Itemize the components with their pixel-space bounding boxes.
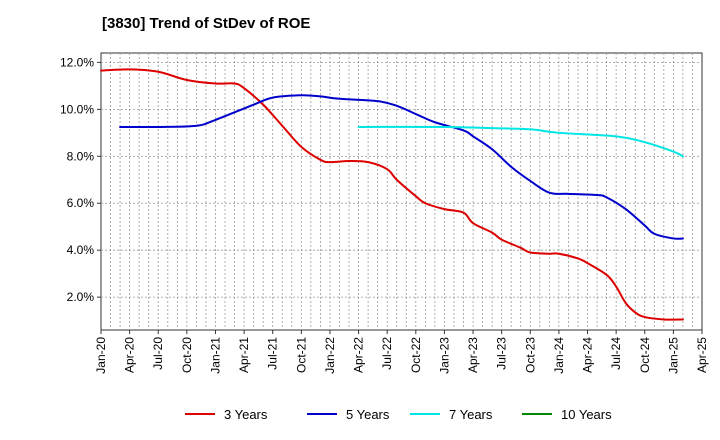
grid: [101, 53, 702, 330]
y-tick-label: 12.0%: [60, 55, 94, 69]
x-tick-label: Jan-24: [552, 337, 566, 374]
x-tick-label: Oct-22: [409, 337, 423, 373]
x-axis-ticks: Jan-20 Apr-20 Jul-20 Oct-20 Jan-21 Apr-21 Jul-…: [94, 330, 709, 374]
x-tick-label: Jul-22: [380, 337, 394, 370]
x-tick-label: Jan-22: [323, 337, 337, 374]
x-tick-label: Jan-20: [94, 337, 108, 374]
x-tick-label: Oct-20: [180, 337, 194, 373]
legend-label-3-years: 3 Years: [224, 407, 268, 422]
x-tick-label: Apr-23: [466, 337, 480, 373]
y-tick-label: 2.0%: [67, 290, 95, 304]
y-tick-label: 10.0%: [60, 102, 94, 116]
series-line-7-years: [357, 125, 684, 158]
y-tick-label: 6.0%: [67, 196, 95, 210]
x-tick-label: Apr-24: [581, 337, 595, 373]
x-tick-label: Oct-23: [523, 337, 537, 373]
y-tick-label: 4.0%: [67, 243, 95, 257]
x-tick-label: Jul-24: [609, 337, 623, 370]
x-tick-label: Jan-23: [437, 337, 451, 374]
x-tick-label: Apr-22: [352, 337, 366, 373]
x-tick-label: Jul-23: [495, 337, 509, 370]
x-tick-label: Jul-20: [151, 337, 165, 370]
y-tick-label: 8.0%: [67, 149, 95, 163]
x-tick-label: Apr-20: [123, 337, 137, 373]
x-tick-label: Jan-25: [666, 337, 680, 374]
x-tick-label: Oct-24: [638, 337, 652, 373]
legend-label-5-years: 5 Years: [346, 407, 390, 422]
x-tick-label: Jan-21: [208, 337, 222, 374]
legend-label-10-years: 10 Years: [561, 407, 612, 422]
chart-title: [3830] Trend of StDev of ROE: [102, 15, 310, 32]
legend: 3 Years 5 Years 7 Years 10 Years: [185, 407, 612, 422]
plot-area: [100, 52, 703, 331]
legend-label-7-years: 7 Years: [449, 407, 493, 422]
series-line-5-years: [119, 94, 684, 240]
series-lines: [100, 68, 684, 321]
x-tick-label: Jul-21: [266, 337, 280, 370]
series-line-3-years: [100, 68, 684, 321]
x-tick-label: Oct-21: [294, 337, 308, 373]
x-tick-label: Apr-21: [237, 337, 251, 373]
y-axis-ticks: 2.0% 4.0% 6.0% 8.0% 10.0% 12.0%: [60, 55, 101, 304]
x-tick-label: Apr-25: [695, 337, 709, 373]
